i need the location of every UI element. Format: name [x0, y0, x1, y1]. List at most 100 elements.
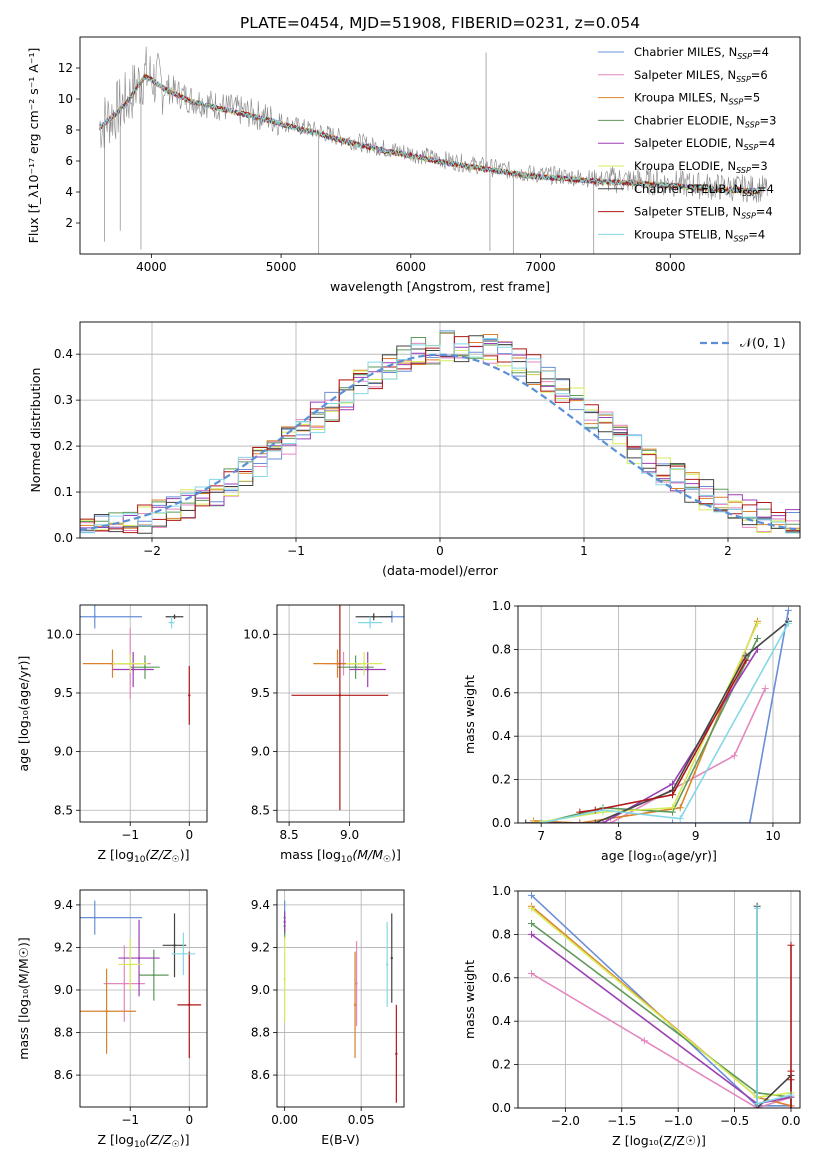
marker-plus — [787, 1091, 795, 1099]
y-tick-label: 4 — [65, 185, 73, 199]
y-tick-label: 9.2 — [251, 940, 270, 954]
data-point — [173, 944, 176, 947]
marker-plus — [599, 819, 607, 823]
y-tick-label: 0.4 — [54, 347, 73, 361]
axes-frame — [276, 604, 405, 823]
y-tick-label: 0.3 — [54, 393, 73, 407]
data-point — [123, 982, 126, 985]
y-tick-label: 0.0 — [492, 816, 511, 830]
mass-weight-line — [531, 972, 792, 1108]
x-tick-label: 7000 — [525, 260, 556, 274]
x-tick-label: 2 — [724, 544, 732, 558]
y-tick-label: 8.5 — [54, 803, 73, 817]
data-point — [137, 956, 141, 960]
panel-mw_vs_age: 7 8 9 10 0.0 0.2 0.4 0.6 0.8 1.0 age [log₁₀(age/yr… — [462, 599, 801, 863]
legend-text: Chabrier ELODIE, N — [634, 113, 745, 127]
y-tick-label: 0.2 — [492, 1058, 511, 1072]
y-axis-label: mass weight — [462, 675, 477, 754]
x-tick-label: −2 — [143, 544, 161, 558]
legend-count: =4 — [756, 205, 773, 219]
residual-histogram — [80, 338, 800, 538]
y-tick-label: 9.5 — [251, 686, 270, 700]
y-tick-label: 9.0 — [251, 983, 270, 997]
y-tick-label: 1.0 — [492, 884, 511, 898]
marker-plus — [529, 819, 537, 823]
marker-plus — [537, 819, 545, 823]
marker-plus — [761, 684, 769, 692]
plot-area — [283, 900, 398, 1103]
marker-plus — [676, 804, 684, 812]
y-tick-label: 0.2 — [54, 439, 73, 453]
x-axis-label: Z [log10(Z/Z☉)] — [98, 1132, 190, 1150]
legend-text: Kroupa STELIB, N — [634, 227, 734, 241]
panel-residuals: −2 −1 0 1 2 0.0 0.1 0.2 0.3 0.4 𝒩(0, 1) (data-model… — [28, 321, 801, 578]
data-point — [283, 920, 286, 924]
marker-plus — [528, 930, 536, 938]
marker-plus — [591, 819, 599, 823]
y-tick-label: 9.2 — [54, 940, 73, 954]
legend-sub: SSP — [742, 189, 757, 198]
y-tick-label: 12 — [58, 61, 73, 75]
plot-area — [80, 605, 191, 725]
y-tick-label: 8 — [65, 123, 73, 137]
x-tick-label: 9.0 — [340, 828, 359, 842]
marker-plus — [553, 819, 561, 823]
mass-weight-line — [530, 905, 792, 1107]
y-tick-label: 10.0 — [243, 627, 270, 641]
label-sub: 10 — [341, 855, 353, 865]
mass-weight-line — [756, 906, 792, 1108]
figure-title: PLATE=0454, MJD=51908, FIBERID=0231, z=0… — [240, 14, 640, 32]
label-part: )] — [180, 1132, 190, 1147]
y-axis-label: age [log₁₀(age/yr)] — [16, 656, 31, 772]
label-sub: 10 — [134, 1140, 146, 1150]
label-part: Z [log — [98, 847, 134, 862]
marker-plus — [784, 606, 792, 614]
mass-weight-line — [530, 894, 791, 1107]
legend-count: =4 — [752, 45, 769, 59]
marker-plus — [787, 1104, 795, 1108]
x-tick-label: −0.5 — [720, 1114, 749, 1128]
axes-frame — [276, 889, 405, 1108]
marker-plus — [746, 819, 754, 823]
data-point — [188, 1003, 191, 1007]
y-tick-label: 8.5 — [251, 803, 270, 817]
data-point — [129, 662, 132, 665]
y-axis-label: Flux [f_λ10⁻¹⁷ erg cm⁻² s⁻¹ A⁻¹] — [26, 48, 41, 244]
x-tick-label: 0 — [185, 828, 193, 842]
plot-area — [99, 46, 768, 254]
y-tick-label: 8.6 — [251, 1068, 270, 1082]
label-part: (M/M — [352, 847, 383, 862]
marker-plus — [784, 619, 792, 627]
marker-plus — [787, 1076, 795, 1084]
legend-entry: Chabrier STELIB, NSSP=4 — [634, 182, 774, 198]
legend-entry: Chabrier ELODIE, NSSP=3 — [634, 113, 776, 129]
data-point — [353, 1003, 357, 1007]
label-part: Z [log — [98, 1132, 134, 1147]
axes-frame — [517, 605, 801, 824]
marker-plus — [754, 619, 762, 627]
data-point — [152, 973, 156, 977]
x-tick-label: −1 — [121, 828, 139, 842]
model-spectrum — [99, 76, 761, 195]
plot-area — [528, 891, 795, 1108]
x-tick-label: 0 — [185, 1113, 193, 1127]
legend-text: Kroupa MILES, N — [634, 91, 729, 105]
legend-entry: Salpeter MILES, NSSP=6 — [634, 68, 768, 84]
marker-plus — [742, 656, 750, 664]
mass-weight-line — [533, 623, 759, 823]
x-tick-label: −2.0 — [551, 1114, 580, 1128]
y-tick-label: 2 — [65, 216, 73, 230]
x-tick-label: 8 — [615, 829, 623, 843]
legend-count: =3 — [751, 159, 768, 173]
x-axis-label: Z [log10(Z/Z☉)] — [98, 847, 190, 865]
data-point — [283, 978, 286, 981]
marker-plus — [676, 815, 684, 823]
legend-count: =5 — [743, 91, 760, 105]
marker-plus — [528, 904, 536, 912]
y-tick-label: 0.8 — [492, 927, 511, 941]
data-point — [182, 952, 185, 956]
x-axis-label: (data-model)/error — [382, 563, 499, 578]
legend-sub: SSP — [745, 120, 760, 129]
y-tick-label: 0.6 — [492, 686, 511, 700]
